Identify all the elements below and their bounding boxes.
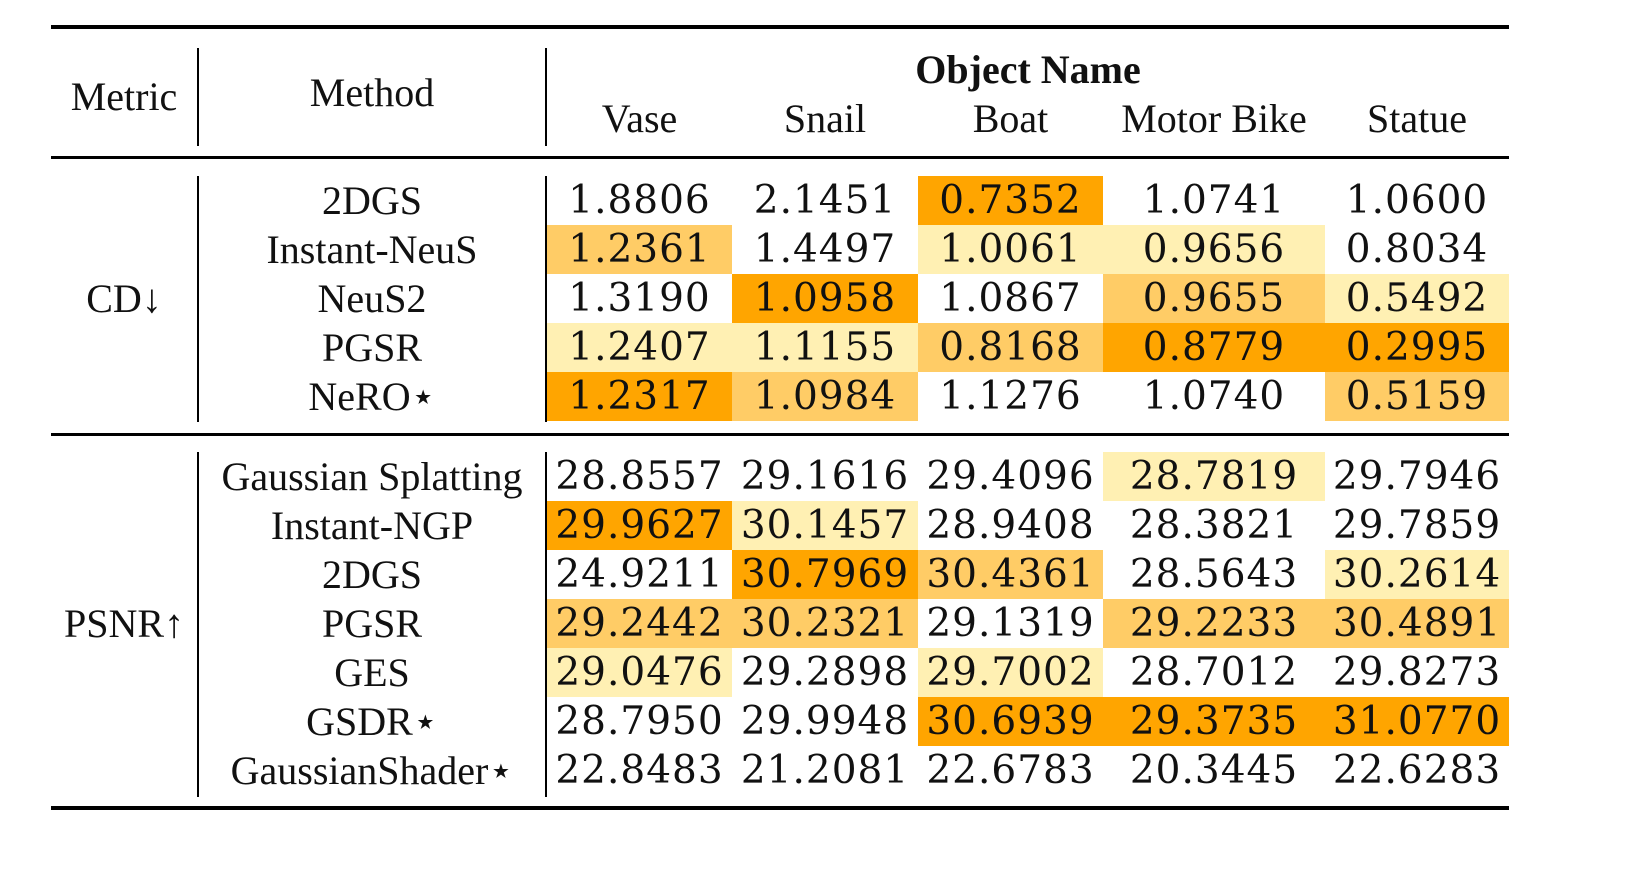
value-cell: 22.8483: [555, 748, 724, 793]
metric-label: PSNR↑: [63, 601, 185, 646]
method-name: GaussianShader⋆: [230, 748, 514, 793]
header-vrule-2: [545, 48, 547, 146]
value-cell: 28.3821: [1129, 503, 1299, 548]
value-cell: 2.1451: [753, 178, 897, 223]
value-cell: 1.0741: [1142, 178, 1286, 223]
value-cell: 24.9211: [555, 552, 724, 597]
value-cell: 0.9655: [1103, 274, 1325, 323]
method-name: Gaussian Splatting: [221, 454, 523, 499]
method-header: Method: [309, 69, 435, 115]
value-cell: 28.7950: [555, 699, 724, 744]
value-cell: 1.0867: [939, 276, 1082, 321]
value-cell: 20.3445: [1129, 748, 1299, 793]
value-cell: 1.0740: [1142, 374, 1286, 419]
object-header-motor-bike: Motor Bike: [1121, 95, 1307, 141]
value-cell: 28.5643: [1129, 552, 1299, 597]
value-cell: 0.7352: [918, 176, 1103, 225]
value-cell: 30.1457: [732, 501, 918, 550]
method-name: NeuS2: [317, 276, 427, 321]
value-cell: 29.9948: [740, 699, 910, 744]
top-rule: [51, 25, 1509, 29]
value-cell: 1.4497: [753, 227, 897, 272]
value-cell: 0.2995: [1325, 323, 1509, 372]
method-name: NeRO⋆: [308, 374, 436, 419]
value-cell: 0.5159: [1325, 372, 1509, 421]
method-name: GSDR⋆: [306, 699, 438, 744]
value-cell: 1.8806: [568, 178, 711, 223]
metric-label: CD↓: [86, 276, 162, 321]
method-name: GES: [334, 650, 410, 695]
value-cell: 29.1319: [926, 601, 1095, 646]
value-cell: 1.0061: [918, 225, 1103, 274]
method-name: PGSR: [321, 325, 423, 370]
value-cell: 0.5492: [1325, 274, 1509, 323]
value-cell: 0.8034: [1345, 227, 1489, 272]
object-header-statue: Statue: [1367, 95, 1467, 141]
value-cell: 30.4891: [1325, 599, 1509, 648]
value-cell: 1.0984: [732, 372, 918, 421]
value-cell: 1.2361: [547, 225, 732, 274]
value-cell: 29.1616: [740, 454, 910, 499]
value-cell: 1.0600: [1345, 178, 1489, 223]
value-cell: 1.1155: [732, 323, 918, 372]
method-name: 2DGS: [321, 178, 423, 223]
object-name-header: Object Name: [915, 46, 1141, 92]
value-cell: 29.0476: [547, 648, 732, 697]
value-cell: 1.2407: [547, 323, 732, 372]
value-cell: 29.3735: [1103, 697, 1325, 746]
value-cell: 30.7969: [732, 550, 918, 599]
bottom-rule: [51, 806, 1509, 810]
value-cell: 28.8557: [555, 454, 724, 499]
value-cell: 29.4096: [926, 454, 1095, 499]
value-cell: 0.9656: [1103, 225, 1325, 274]
object-header-vase: Vase: [601, 95, 678, 141]
method-name: Instant-NGP: [270, 503, 474, 548]
value-cell: 29.9627: [547, 501, 732, 550]
value-cell: 1.1276: [939, 374, 1082, 419]
value-cell: 1.3190: [568, 276, 711, 321]
header-rule: [51, 156, 1509, 159]
object-header-boat: Boat: [972, 95, 1049, 141]
section-rule: [51, 433, 1509, 436]
value-cell: 29.7946: [1332, 454, 1502, 499]
cd-vrule-2: [545, 176, 547, 422]
value-cell: 22.6283: [1332, 748, 1502, 793]
value-cell: 29.2442: [547, 599, 732, 648]
psnr-vrule-1: [197, 452, 199, 797]
value-cell: 28.7012: [1129, 650, 1299, 695]
value-cell: 30.2614: [1325, 550, 1509, 599]
object-header-snail: Snail: [783, 95, 867, 141]
value-cell: 28.9408: [926, 503, 1095, 548]
value-cell: 28.7819: [1103, 452, 1325, 501]
value-cell: 0.8168: [918, 323, 1103, 372]
value-cell: 30.4361: [918, 550, 1103, 599]
cd-vrule-1: [197, 176, 199, 422]
method-name: PGSR: [321, 601, 423, 646]
value-cell: 1.0958: [732, 274, 918, 323]
method-name: Instant-NeuS: [266, 227, 478, 272]
value-cell: 0.8779: [1103, 323, 1325, 372]
value-cell: 30.6939: [918, 697, 1103, 746]
value-cell: 29.8273: [1332, 650, 1502, 695]
value-cell: 29.2233: [1103, 599, 1325, 648]
psnr-vrule-2: [545, 452, 547, 797]
value-cell: 1.2317: [547, 372, 732, 421]
value-cell: 29.7859: [1332, 503, 1502, 548]
header-vrule-1: [197, 48, 199, 146]
metric-header: Metric: [70, 73, 178, 119]
value-cell: 30.2321: [732, 599, 918, 648]
value-cell: 29.2898: [740, 650, 910, 695]
value-cell: 31.0770: [1325, 697, 1509, 746]
value-cell: 22.6783: [926, 748, 1095, 793]
value-cell: 29.7002: [918, 648, 1103, 697]
method-name: 2DGS: [321, 552, 423, 597]
value-cell: 21.2081: [740, 748, 910, 793]
